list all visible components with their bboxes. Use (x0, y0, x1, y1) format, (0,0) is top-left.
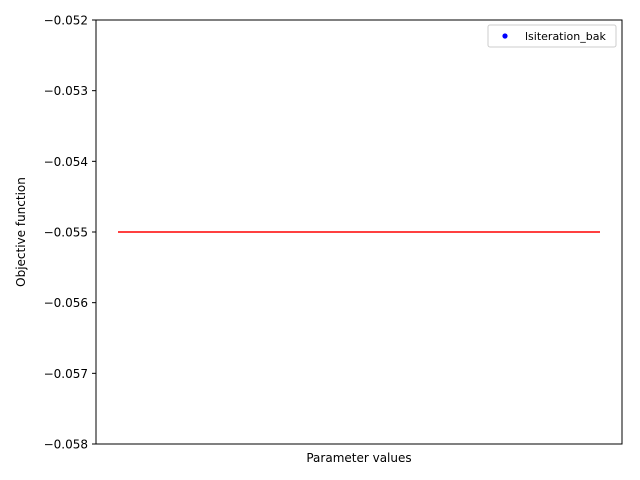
y-tick-label: −0.056 (44, 296, 88, 310)
y-axis-ticks: −0.058 −0.057 −0.056 −0.055 −0.054 −0.053 −0.0… (44, 14, 96, 452)
y-tick-label: −0.055 (44, 226, 88, 240)
x-axis-label: Parameter values (306, 451, 411, 465)
y-axis-label: Objective function (14, 177, 28, 287)
y-tick-label: −0.053 (44, 84, 88, 98)
y-tick-label: −0.058 (44, 438, 88, 452)
legend: lsiteration_bak (487, 24, 617, 48)
y-tick-label: −0.057 (44, 367, 88, 381)
y-tick-label: −0.052 (44, 14, 88, 28)
legend-marker-dot (502, 33, 508, 39)
legend-box (487, 24, 617, 48)
y-tick-label: −0.054 (44, 155, 88, 169)
legend-label: lsiteration_bak (525, 30, 606, 43)
